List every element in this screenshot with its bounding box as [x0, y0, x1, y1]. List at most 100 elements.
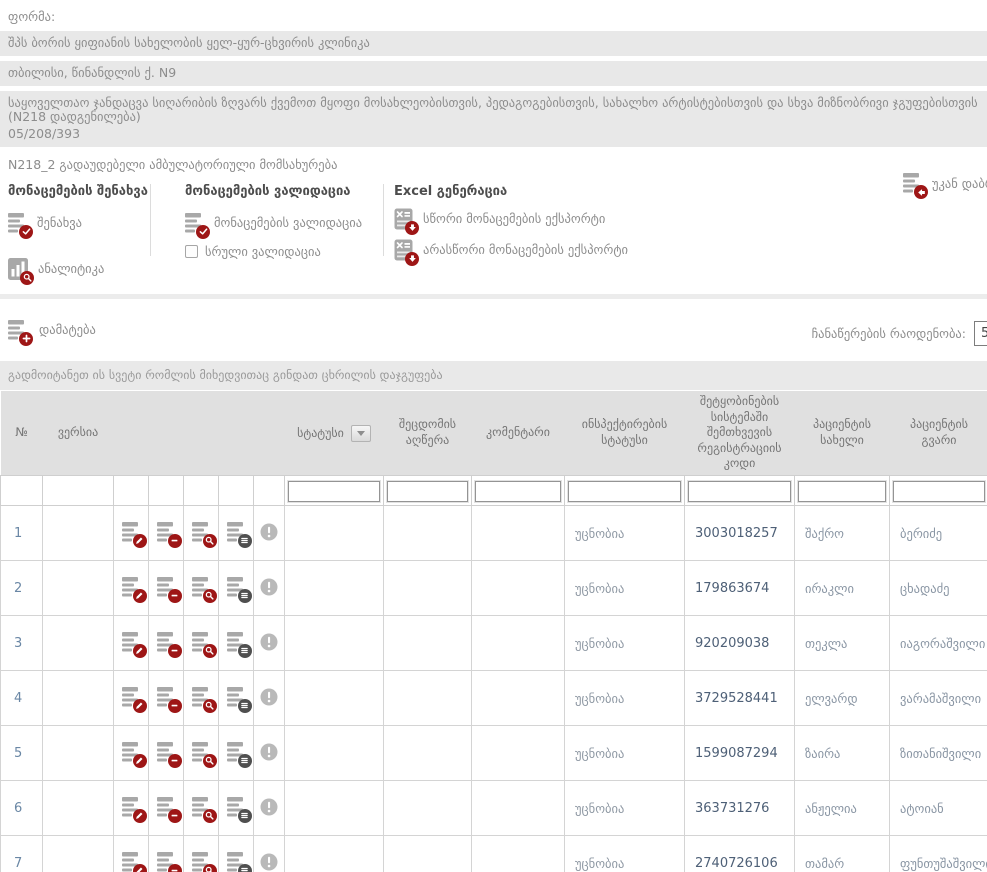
row-delete-button[interactable]	[156, 851, 182, 872]
header-comment[interactable]: კომენტარი	[486, 425, 550, 440]
provider-name-box: შპს ბორის ყიფიანის სახელობის ყელ-ყურ-ცხვ…	[0, 31, 987, 56]
details-icon	[226, 741, 252, 768]
row-view-button[interactable]	[191, 521, 217, 548]
delete-icon	[156, 576, 182, 603]
filter-inspection-status-input[interactable]	[568, 480, 681, 502]
view-icon	[191, 686, 217, 713]
full-validation-option[interactable]: სრული ვალიდაცია	[185, 244, 383, 259]
table-body: 1	[0, 505, 987, 872]
row-view-button[interactable]	[191, 796, 217, 823]
section-separator	[0, 293, 987, 299]
edit-icon	[121, 631, 147, 658]
analytics-button[interactable]: ანალიტიკა	[8, 257, 150, 285]
header-first-name[interactable]: პაციენტის სახელი	[813, 417, 871, 447]
warning-icon	[260, 578, 278, 596]
header-inspection-status[interactable]: ინსპექტირების სტატუსი	[581, 417, 668, 447]
filter-status-input[interactable]	[288, 480, 380, 502]
table-row: 6	[0, 780, 987, 837]
validate-icon	[185, 212, 210, 239]
filter-first-name-input[interactable]	[798, 480, 886, 502]
program-name: საყოველთაო ჯანდაცვა სიღარიბის ზღვარს ქვე…	[8, 94, 978, 125]
details-icon	[226, 631, 252, 658]
row-number: 1	[0, 505, 43, 562]
row-view-button[interactable]	[191, 851, 217, 872]
full-validation-checkbox[interactable]	[185, 244, 198, 258]
row-delete-button[interactable]	[156, 576, 182, 603]
details-icon	[226, 796, 252, 823]
row-delete-button[interactable]	[156, 796, 182, 823]
analytics-icon	[8, 257, 34, 285]
row-edit-button[interactable]	[121, 796, 147, 823]
row-delete-button[interactable]	[156, 686, 182, 713]
cell-registration-code: 920209038	[684, 615, 795, 672]
warning-icon	[260, 743, 278, 761]
filter-empty-cell	[253, 475, 285, 507]
cell-inspection-status: უცნობია	[564, 505, 685, 562]
row-delete-button[interactable]	[156, 521, 182, 548]
row-details-button[interactable]	[226, 796, 252, 823]
delete-icon	[156, 851, 182, 872]
export-invalid-label: არასწორი მონაცემების ექსპორტი	[423, 242, 628, 258]
row-delete-button[interactable]	[156, 741, 182, 768]
details-icon	[226, 686, 252, 713]
export-invalid-button[interactable]: არასწორი მონაცემების ექსპორტი	[393, 238, 628, 266]
add-button[interactable]: დამატება	[8, 319, 138, 346]
row-edit-button[interactable]	[121, 851, 147, 872]
header-status[interactable]: სტატუსი	[285, 391, 384, 476]
analytics-button-label: ანალიტიკა	[38, 261, 105, 277]
edit-icon	[121, 686, 147, 713]
header-registration-code[interactable]: შეტყობინების სისტემაში შემთხვევის რეგისტ…	[697, 394, 782, 471]
row-edit-button[interactable]	[121, 741, 147, 768]
cell-status	[284, 725, 384, 782]
back-button[interactable]: უკან დაბრუნება	[903, 172, 987, 199]
save-button[interactable]: შენახვა	[8, 212, 150, 239]
row-view-button[interactable]	[191, 741, 217, 768]
cell-last-name: ზითანიშვილი	[889, 725, 987, 782]
cell-comment	[471, 780, 565, 837]
delete-icon	[156, 796, 182, 823]
cell-first-name: თამარ	[794, 835, 890, 872]
cell-version	[42, 670, 114, 727]
actions-row: დამატება ჩანაწერების რაოდენობა:	[0, 319, 987, 349]
row-details-button[interactable]	[226, 851, 252, 872]
cell-registration-code: 179863674	[684, 560, 795, 617]
delete-icon	[156, 686, 182, 713]
records-count-input[interactable]	[974, 320, 987, 346]
row-edit-button[interactable]	[121, 686, 147, 713]
view-icon	[191, 741, 217, 768]
row-view-button[interactable]	[191, 686, 217, 713]
cell-inspection-status: უცნობია	[564, 780, 685, 837]
row-details-button[interactable]	[226, 521, 252, 548]
row-view-button[interactable]	[191, 576, 217, 603]
cell-last-name: ატოიან	[889, 780, 987, 837]
header-last-name[interactable]: პაციენტის გვარი	[910, 417, 968, 447]
excel-section: Excel გენერაცია სწორი მონაცემების ექსპორ…	[384, 180, 628, 266]
filter-last-name-input[interactable]	[893, 480, 985, 502]
header-version[interactable]: ვერსია	[57, 425, 99, 440]
row-details-button[interactable]	[226, 631, 252, 658]
status-filter-dropdown-button[interactable]	[350, 424, 371, 442]
cell-inspection-status: უცნობია	[564, 670, 685, 727]
full-validation-label: სრული ვალიდაცია	[205, 243, 321, 259]
row-view-button[interactable]	[191, 631, 217, 658]
filter-registration-code-input[interactable]	[688, 480, 791, 502]
row-details-button[interactable]	[226, 686, 252, 713]
save-section-title: მონაცემების შენახვა	[8, 183, 148, 199]
cell-status	[284, 670, 384, 727]
row-edit-button[interactable]	[121, 631, 147, 658]
row-details-button[interactable]	[226, 741, 252, 768]
row-details-button[interactable]	[226, 576, 252, 603]
validate-button[interactable]: მონაცემების ვალიდაცია	[185, 212, 383, 239]
row-number: 6	[0, 780, 43, 837]
header-num[interactable]: №	[15, 425, 28, 440]
filter-comment-input[interactable]	[475, 480, 561, 502]
view-icon	[191, 521, 217, 548]
filter-error-description-input[interactable]	[387, 480, 468, 502]
row-edit-button[interactable]	[121, 576, 147, 603]
back-icon	[903, 172, 928, 199]
row-edit-button[interactable]	[121, 521, 147, 548]
header-error-description[interactable]: შეცდომის აღწერა	[398, 417, 457, 447]
export-valid-button[interactable]: სწორი მონაცემების ექსპორტი	[393, 207, 628, 235]
delete-icon	[156, 631, 182, 658]
row-delete-button[interactable]	[156, 631, 182, 658]
